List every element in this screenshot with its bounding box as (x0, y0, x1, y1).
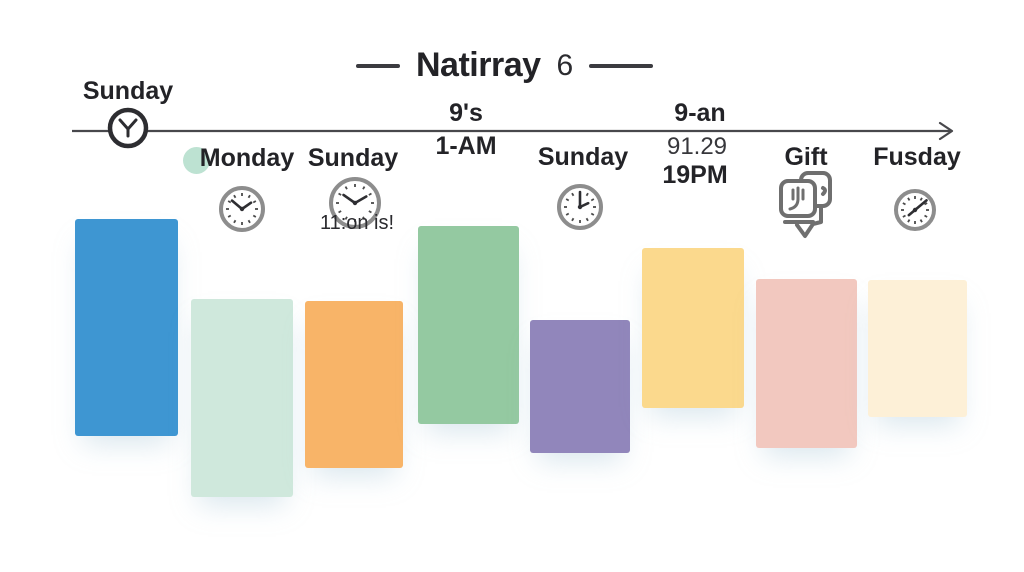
milestone-sublabel-9129: 91.29 (666, 133, 728, 160)
column-label-sunday-3: Sunday (537, 143, 629, 171)
clock-y-icon (106, 106, 150, 150)
title-dash-left (356, 63, 400, 68)
bar-4-9s (418, 226, 519, 424)
bar-6-9an (642, 248, 744, 408)
clock-icon (327, 175, 383, 231)
clock-icon (217, 184, 267, 234)
bar-8-fusday (868, 280, 967, 417)
bar-1-sunday (75, 219, 178, 436)
timeline-start-label: Sunday (82, 77, 174, 105)
chart-title: Natirray (416, 46, 541, 84)
title-dash-right (589, 63, 654, 68)
milestone-label-9s: 9's (449, 99, 483, 127)
column-label-gift: Gift (784, 143, 828, 171)
column-label-fusday: Fusday (873, 143, 961, 171)
bar-2-monday (191, 299, 293, 497)
chart-title-row: Natirray 6 (356, 46, 654, 85)
milestone-sublabel-19pm: 19PM (662, 161, 728, 189)
clock-caption: 11:on is! (319, 212, 395, 234)
bar-5-sunday (530, 320, 630, 453)
clock-icon (892, 187, 938, 233)
monday-accent-dot (183, 147, 210, 174)
chart-title-suffix: 6 (556, 48, 574, 82)
column-label-sunday-2: Sunday (307, 144, 399, 172)
notes-fork-icon (774, 168, 838, 248)
column-label-monday: Monday (199, 144, 295, 172)
bar-3-sunday (305, 301, 403, 468)
timeline-arrow (72, 121, 954, 141)
bar-7-gift (756, 279, 857, 448)
milestone-label-1am: 1-AM (435, 132, 497, 160)
clock-icon (555, 182, 605, 232)
milestone-label-9an: 9-an (674, 99, 726, 127)
